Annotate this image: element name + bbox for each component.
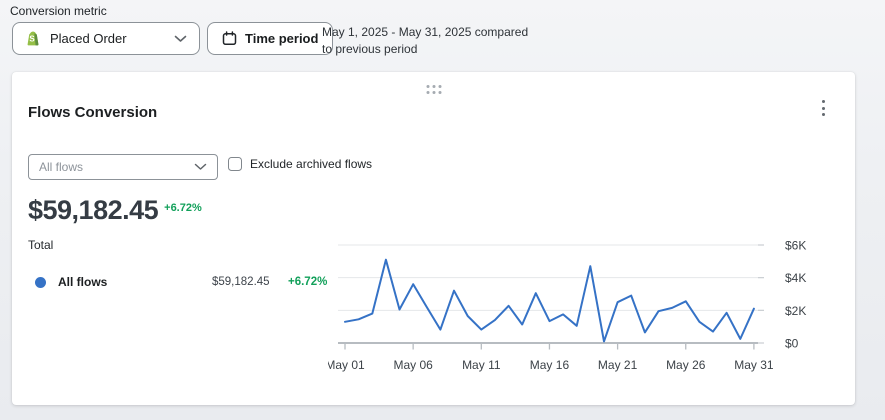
svg-text:May 01: May 01 — [328, 358, 365, 372]
total-label: Total — [28, 238, 54, 252]
svg-text:$6K: $6K — [785, 239, 806, 253]
period-summary-text: May 1, 2025 - May 31, 2025 compared to p… — [322, 25, 529, 57]
svg-text:$4K: $4K — [785, 271, 806, 285]
card-title: Flows Conversion — [28, 104, 158, 121]
shopify-bag-icon: S — [25, 30, 41, 47]
svg-text:$2K: $2K — [785, 304, 806, 318]
card-menu-kebab-icon[interactable] — [818, 96, 829, 120]
time-period-label: Time period — [245, 31, 319, 46]
svg-text:May 31: May 31 — [734, 358, 774, 372]
svg-text:May 06: May 06 — [393, 358, 433, 372]
flows-conversion-card: Flows Conversion All flows Exclude archi… — [12, 72, 855, 405]
legend-series-dot — [35, 277, 46, 288]
svg-text:May 21: May 21 — [598, 358, 638, 372]
svg-text:S: S — [29, 35, 35, 44]
legend-series-change: +6.72% — [288, 276, 328, 288]
exclude-archived-flows-option[interactable]: Exclude archived flows — [228, 157, 372, 171]
svg-text:May 26: May 26 — [666, 358, 706, 372]
total-conversion-value: $59,182.45 +6.72% — [28, 195, 202, 225]
legend-series-name: All flows — [58, 275, 108, 289]
svg-text:May 16: May 16 — [530, 358, 570, 372]
legend-item-all-flows[interactable]: All flows $59,182.45 +6.72% — [28, 274, 338, 291]
exclude-archived-checkbox[interactable] — [228, 157, 242, 171]
svg-text:May 11: May 11 — [462, 358, 501, 372]
exclude-archived-label: Exclude archived flows — [250, 157, 373, 171]
chevron-down-icon — [174, 35, 187, 43]
svg-text:$0: $0 — [785, 337, 799, 351]
conversion-metric-select[interactable]: S Placed Order — [12, 22, 200, 55]
total-change-badge: +6.72% — [164, 202, 202, 214]
conversion-metric-value: Placed Order — [50, 31, 127, 46]
drag-handle-icon[interactable] — [423, 82, 444, 97]
legend-series-value: $59,182.45 — [212, 276, 270, 288]
flow-filter-placeholder: All flows — [39, 160, 84, 174]
time-period-button[interactable]: Time period — [207, 22, 334, 55]
calendar-icon — [222, 31, 237, 46]
flow-filter-select[interactable]: All flows — [28, 154, 218, 180]
chevron-down-icon — [194, 163, 207, 171]
flows-conversion-line-chart[interactable]: $0 $2K $4K $6K May 01 May 06 May 11 May 16 May 2… — [328, 230, 838, 392]
conversion-metric-label: Conversion metric — [10, 4, 107, 18]
